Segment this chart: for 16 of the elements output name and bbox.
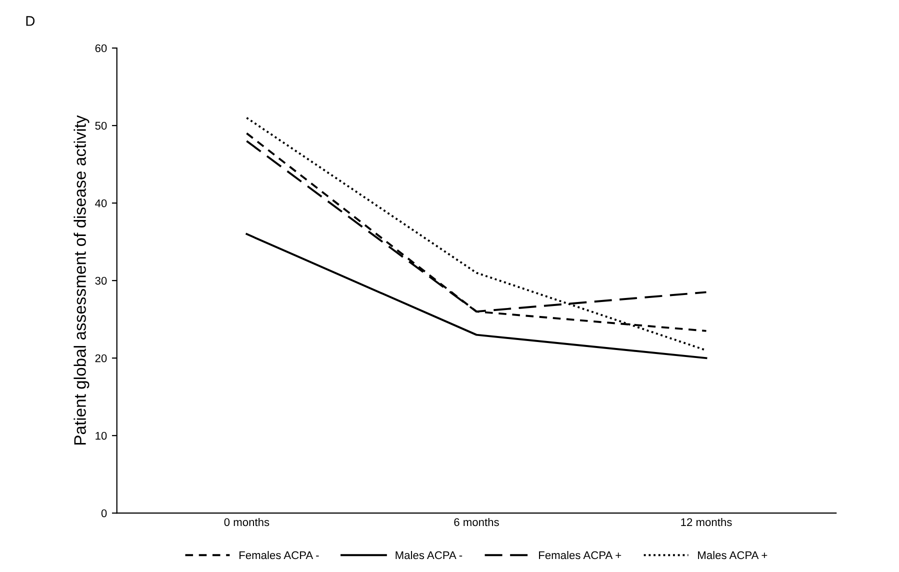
y-tick-label: 60 [95,44,107,52]
y-tick-label: 30 [95,276,107,285]
text: D [26,16,35,26]
y-tick-label: 20 [95,354,107,362]
y-axis-title: Patient global assessment of disease activity [74,115,90,445]
legend-label: Males ACPA - [396,550,462,560]
x-tick-label: 6 months [454,518,499,526]
y-tick-label: 0 [101,509,107,518]
x-tick-label: 0 months [224,518,270,526]
y-tick-label: 50 [95,122,107,130]
x-tick-label: 12 months [681,518,732,526]
y-tick-label: 10 [96,432,107,440]
legend-label: Males ACPA + [698,550,768,560]
legend-label: Females ACPA + [539,550,622,560]
y-tick-label: 40 [95,199,107,208]
legend-label: Females ACPA - [240,550,319,560]
